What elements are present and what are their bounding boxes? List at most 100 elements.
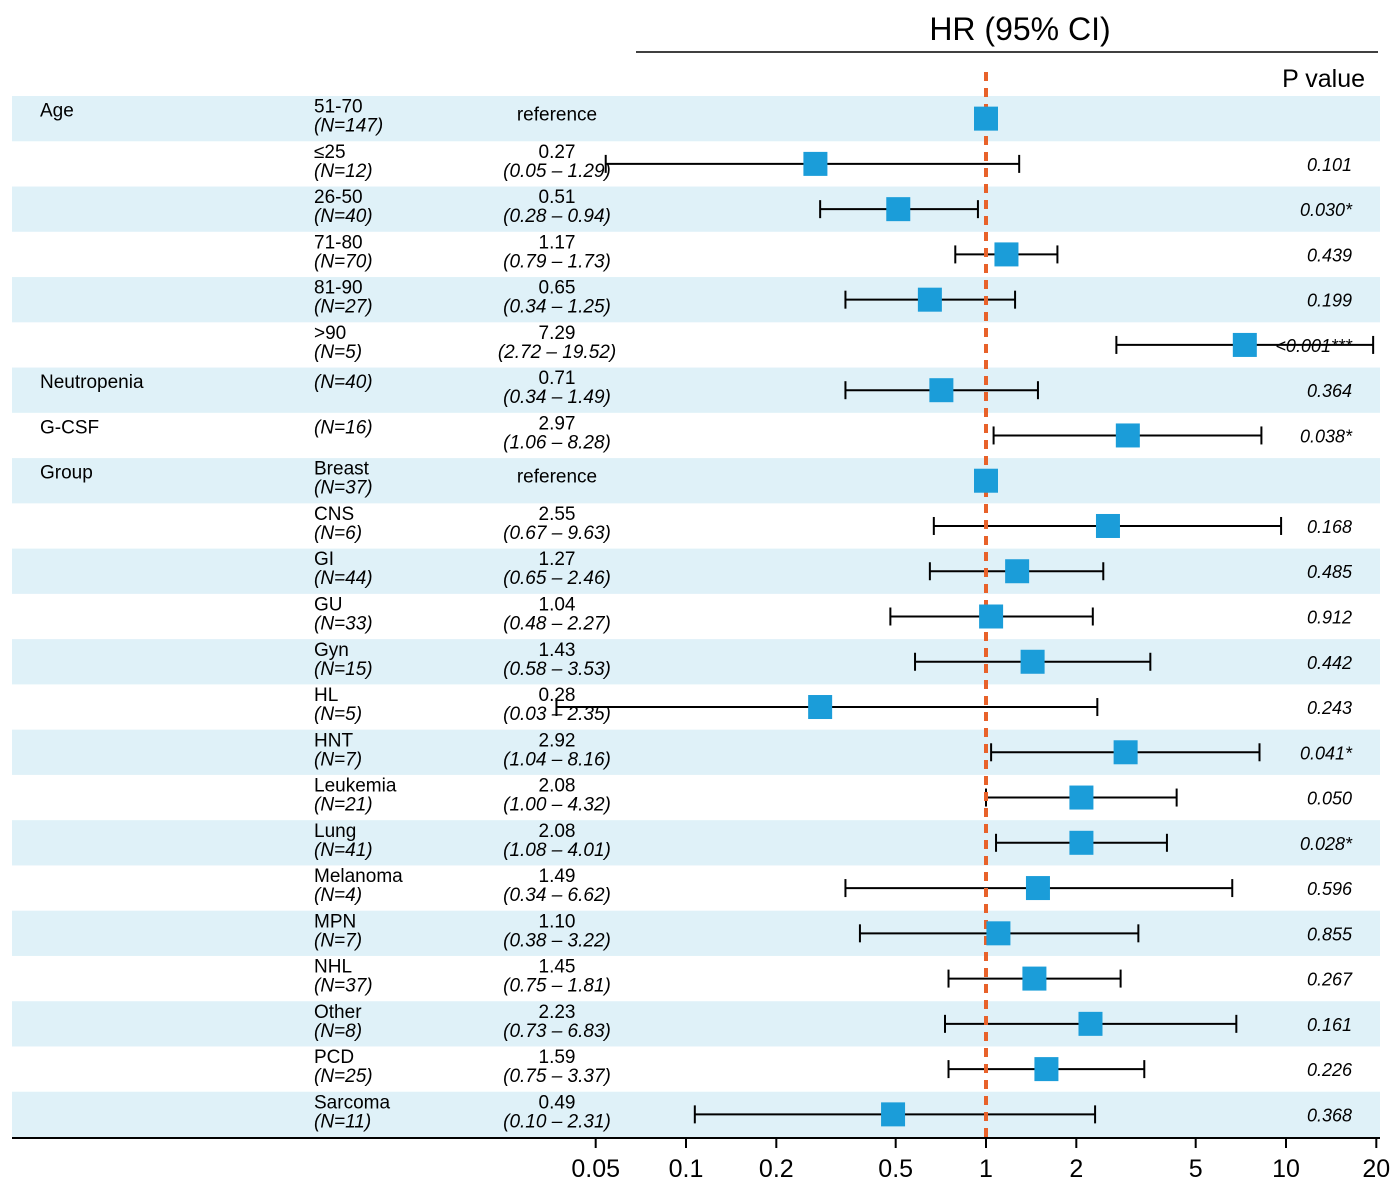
ci-label: (0.03 – 2.35) xyxy=(503,704,611,725)
n-label: (N=12) xyxy=(314,161,373,182)
row-band xyxy=(12,277,1380,323)
group-label: Neutropenia xyxy=(40,372,144,393)
hr-point xyxy=(1005,559,1030,584)
p-value-label: 0.050 xyxy=(1307,789,1352,809)
level-label: Breast xyxy=(314,459,370,480)
n-label: (N=15) xyxy=(314,659,373,680)
level-label: Lung xyxy=(314,821,356,842)
level-label: Leukemia xyxy=(314,776,397,797)
level-label: Melanoma xyxy=(314,866,403,887)
p-value-label: <0.001*** xyxy=(1275,336,1353,356)
ci-label: (0.10 – 2.31) xyxy=(503,1111,611,1132)
hr-point xyxy=(979,604,1004,629)
x-tick-label: 2 xyxy=(1069,1155,1083,1183)
row-band xyxy=(12,96,1380,142)
hr-value-label: 2.55 xyxy=(539,504,576,525)
hr-value-label: 2.08 xyxy=(539,776,576,797)
x-tick-label: 5 xyxy=(1189,1155,1203,1183)
group-label: Age xyxy=(40,101,74,122)
hr-value-label: 0.65 xyxy=(539,278,576,299)
p-value-label: 0.199 xyxy=(1307,291,1352,311)
hr-value-label: 0.27 xyxy=(539,142,576,163)
hr-point xyxy=(917,287,942,312)
level-label: 71-80 xyxy=(314,232,363,253)
hr-point xyxy=(1034,1057,1059,1082)
row-bands xyxy=(12,96,1380,1137)
ci-label: (0.79 – 1.73) xyxy=(503,251,611,272)
level-label: 81-90 xyxy=(314,278,363,299)
n-label: (N=25) xyxy=(314,1066,373,1087)
p-value-label: 0.161 xyxy=(1307,1015,1352,1035)
ci-label: (0.65 – 2.46) xyxy=(503,568,611,589)
n-label: (N=4) xyxy=(314,885,362,906)
hr-point xyxy=(808,695,833,720)
hr-point xyxy=(994,242,1019,267)
p-value-label: 0.038* xyxy=(1300,426,1353,446)
chart-title: HR (95% CI) xyxy=(929,11,1110,47)
row-band xyxy=(12,186,1380,232)
hr-value-label: 1.43 xyxy=(539,640,576,661)
p-value-label: 0.101 xyxy=(1307,155,1352,175)
ci-label: (0.75 – 3.37) xyxy=(503,1066,611,1087)
n-label: (N=37) xyxy=(314,976,373,997)
hr-points xyxy=(803,106,1257,1127)
ci-label: (1.04 – 8.16) xyxy=(503,749,611,770)
level-label: >90 xyxy=(314,323,346,344)
ci-label: (0.28 – 0.94) xyxy=(503,206,611,227)
n-label: (N=27) xyxy=(314,297,373,318)
n-label: (N=11) xyxy=(314,1111,371,1132)
hr-point xyxy=(1232,332,1257,357)
level-label: GU xyxy=(314,595,343,616)
p-value-label: 0.364 xyxy=(1307,381,1352,401)
hr-point xyxy=(1078,1011,1103,1036)
x-tick-label: 0.2 xyxy=(759,1155,794,1183)
group-label: Group xyxy=(40,463,93,484)
row-labels: Age 51-70(N=147)reference≤25(N=12)0.27(0.… xyxy=(40,97,1353,1133)
p-value-label: 0.028* xyxy=(1300,834,1353,854)
p-value-header: P value xyxy=(1282,65,1365,93)
p-value-label: 0.030* xyxy=(1300,200,1353,220)
x-tick-label: 20 xyxy=(1362,1155,1390,1183)
hr-value-label: reference xyxy=(517,467,597,488)
x-tick-label: 0.1 xyxy=(669,1155,704,1183)
n-label: (N=70) xyxy=(314,251,373,272)
n-label: (N=33) xyxy=(314,614,373,635)
p-value-label: 0.168 xyxy=(1307,517,1352,537)
x-tick-label: 0.05 xyxy=(571,1155,620,1183)
n-label: (N=16) xyxy=(314,417,373,438)
hr-point xyxy=(1069,785,1094,810)
hr-value-label: 2.97 xyxy=(539,413,576,434)
ci-label: (0.73 – 6.83) xyxy=(503,1021,611,1042)
level-label: Other xyxy=(314,1002,362,1023)
hr-value-label: 2.92 xyxy=(539,730,576,751)
hr-point xyxy=(881,1102,906,1127)
hr-value-label: 1.27 xyxy=(539,549,576,570)
level-label: HL xyxy=(314,685,338,706)
hr-value-label: 1.59 xyxy=(539,1047,576,1068)
hr-value-label: 0.71 xyxy=(539,368,576,389)
row-band xyxy=(12,548,1380,594)
hr-value-label: 1.45 xyxy=(539,957,576,978)
n-label: (N=8) xyxy=(314,1021,362,1042)
ci-label: (0.34 – 1.49) xyxy=(503,387,611,408)
n-label: (N=147) xyxy=(314,116,383,137)
ci-label: (0.38 – 3.22) xyxy=(503,930,611,951)
hr-value-label: 0.49 xyxy=(539,1092,576,1113)
x-tick-label: 0.5 xyxy=(878,1155,913,1183)
p-value-label: 0.439 xyxy=(1307,245,1352,265)
level-label: ≤25 xyxy=(314,142,346,163)
hr-value-label: 1.10 xyxy=(539,911,576,932)
p-value-label: 0.368 xyxy=(1307,1105,1352,1125)
p-value-label: 0.267 xyxy=(1307,970,1353,990)
n-label: (N=41) xyxy=(314,840,373,861)
x-tick-label: 10 xyxy=(1272,1155,1300,1183)
hr-point xyxy=(1020,649,1045,674)
level-label: CNS xyxy=(314,504,354,525)
ci-label: (1.00 – 4.32) xyxy=(503,795,611,816)
n-label: (N=40) xyxy=(314,206,373,227)
n-label: (N=5) xyxy=(314,704,362,725)
p-value-label: 0.912 xyxy=(1307,608,1352,628)
p-value-label: 0.855 xyxy=(1307,924,1353,944)
level-label: 26-50 xyxy=(314,187,363,208)
